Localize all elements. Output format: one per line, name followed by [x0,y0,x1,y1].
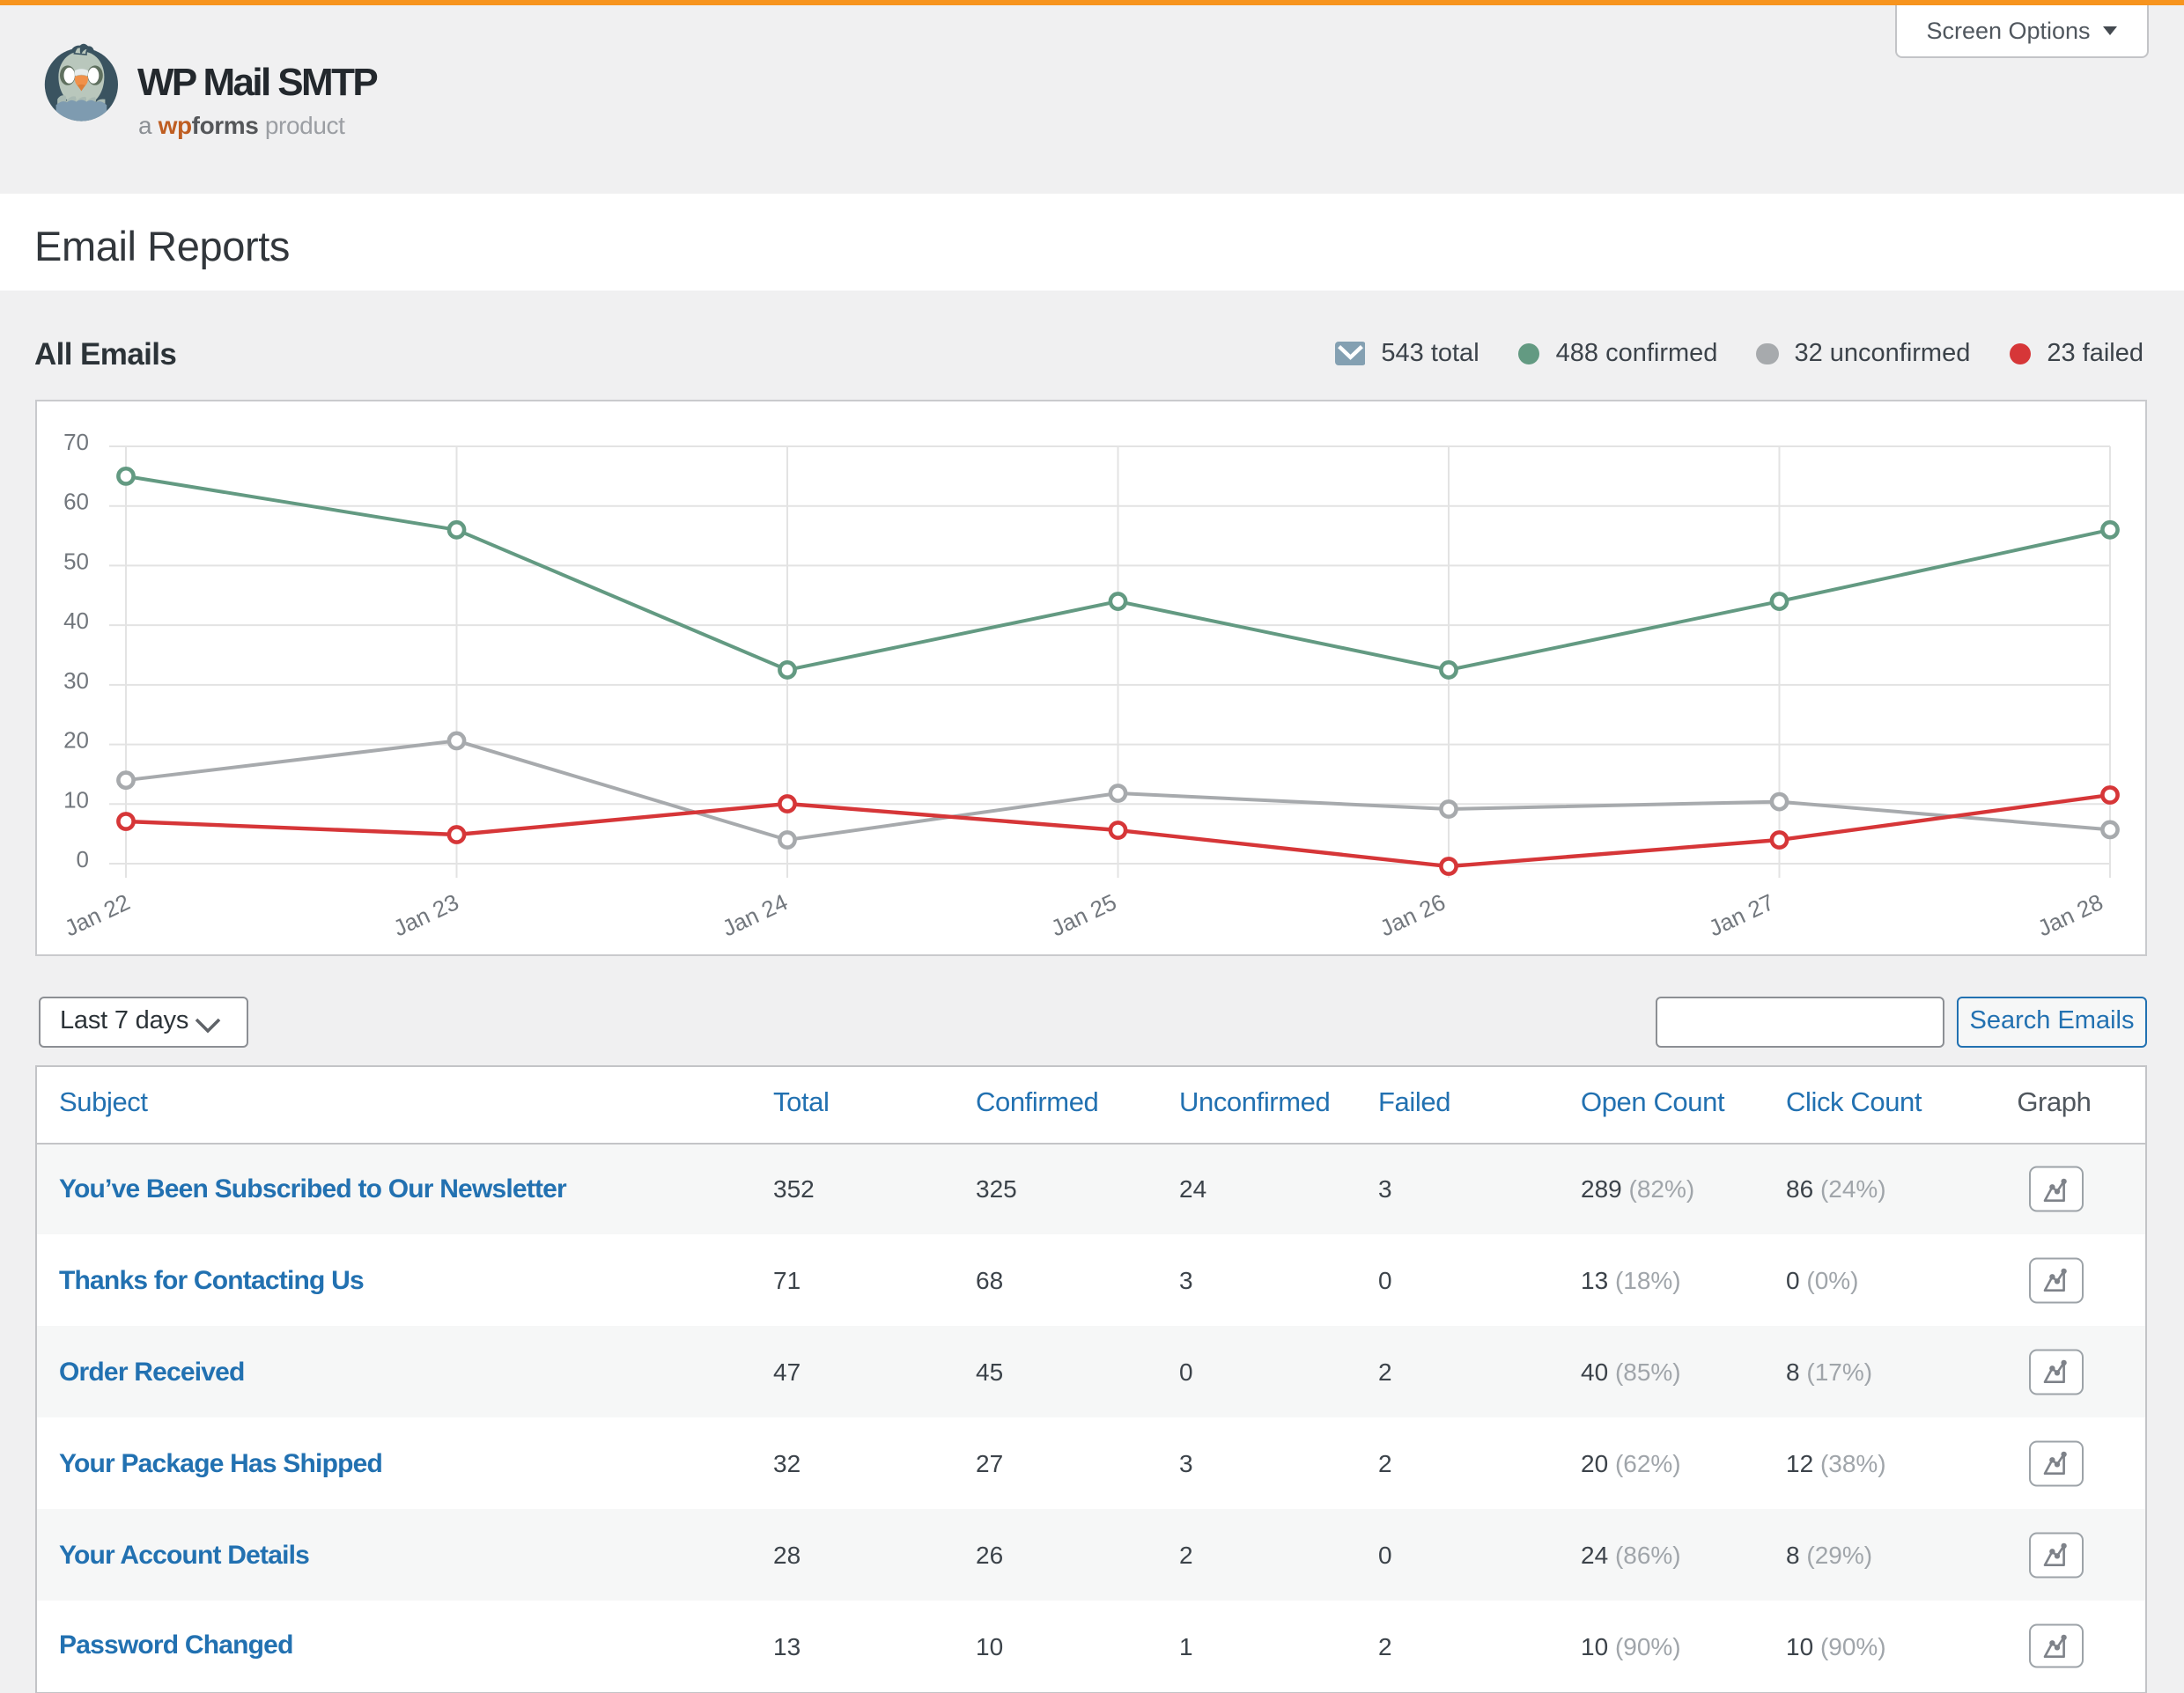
svg-text:Jan 24: Jan 24 [718,887,791,940]
svg-text:40: 40 [63,607,89,633]
svg-text:Jan 22: Jan 22 [61,887,134,940]
svg-text:Jan 23: Jan 23 [389,887,462,940]
svg-text:50: 50 [63,547,89,573]
svg-text:70: 70 [63,428,89,454]
svg-text:20: 20 [63,726,89,753]
svg-text:10: 10 [63,785,89,812]
svg-text:0: 0 [77,845,89,872]
svg-text:Jan 26: Jan 26 [1376,887,1449,940]
svg-text:Jan 25: Jan 25 [1047,887,1120,940]
svg-text:Jan 27: Jan 27 [1705,887,1778,940]
svg-text:30: 30 [63,666,89,693]
svg-text:Jan 28: Jan 28 [2033,887,2107,940]
svg-text:60: 60 [63,488,89,514]
